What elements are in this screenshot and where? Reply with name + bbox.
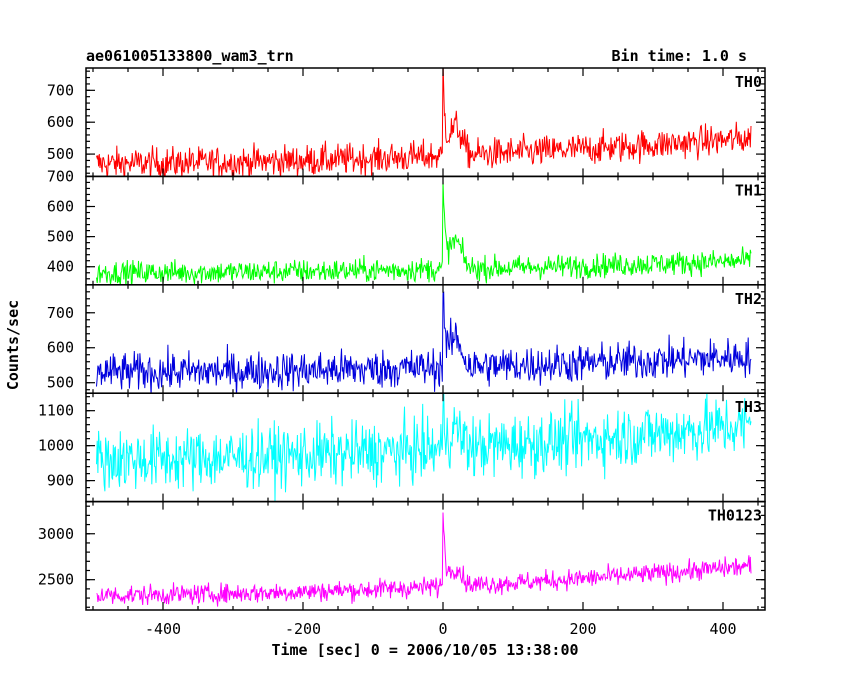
panel-label: TH0 [735,73,762,91]
series-line-th3 [96,393,752,502]
series-line-th1 [96,180,752,285]
x-tick-label: 400 [709,620,736,638]
chart-title: ae061005133800_wam3_trn [86,47,294,65]
y-tick-label: 3000 [38,525,74,543]
y-tick-label: 600 [47,198,74,216]
panel-th1: 400 500 600 700 TH1 [47,167,766,286]
panel-label: TH0123 [708,507,762,525]
x-tick-label: 0 [438,620,447,638]
y-tick-label: 500 [47,374,74,392]
panel-frame [85,500,766,611]
series-line-th2 [96,291,752,394]
series-line-th0 [96,68,752,177]
panel-label: TH1 [735,181,762,199]
y-tick-label: 600 [47,113,74,131]
panel-th0123: 2500 3000 TH0123 [38,500,766,611]
panel-th0: 500 600 700 TH0 [47,67,766,178]
series-line-th0123 [96,512,752,607]
panels-group: 500 600 700 TH0 400 500 600 700 TH1 500 600 700 TH2 9… [38,67,766,611]
y-tick-label: 600 [47,339,74,357]
panel-label: TH3 [735,398,762,416]
y-tick-label: 700 [47,81,74,99]
y-tick-label: 500 [47,228,74,246]
x-tick-label: 200 [569,620,596,638]
panel-th3: 900 1000 1100 TH3 [38,392,766,503]
y-tick-label: 700 [47,167,74,185]
panel-th2: 500 600 700 TH2 [47,284,766,394]
y-tick-label: 900 [47,472,74,490]
y-axis-label: Counts/sec [4,300,22,390]
y-tick-label: 2500 [38,571,74,589]
x-axis: -400 -200 0 200 400 [145,620,737,638]
x-axis-label: Time [sec] 0 = 2006/10/05 13:38:00 [271,641,578,659]
y-tick-label: 500 [47,145,74,163]
y-tick-label: 1100 [38,402,74,420]
panel-label: TH2 [735,290,762,308]
x-tick-label: -200 [285,620,321,638]
y-tick-label: 700 [47,304,74,322]
bin-time-label: Bin time: 1.0 s [612,47,747,65]
y-tick-label: 1000 [38,437,74,455]
x-tick-label: -400 [145,620,181,638]
y-tick-label: 400 [47,258,74,276]
